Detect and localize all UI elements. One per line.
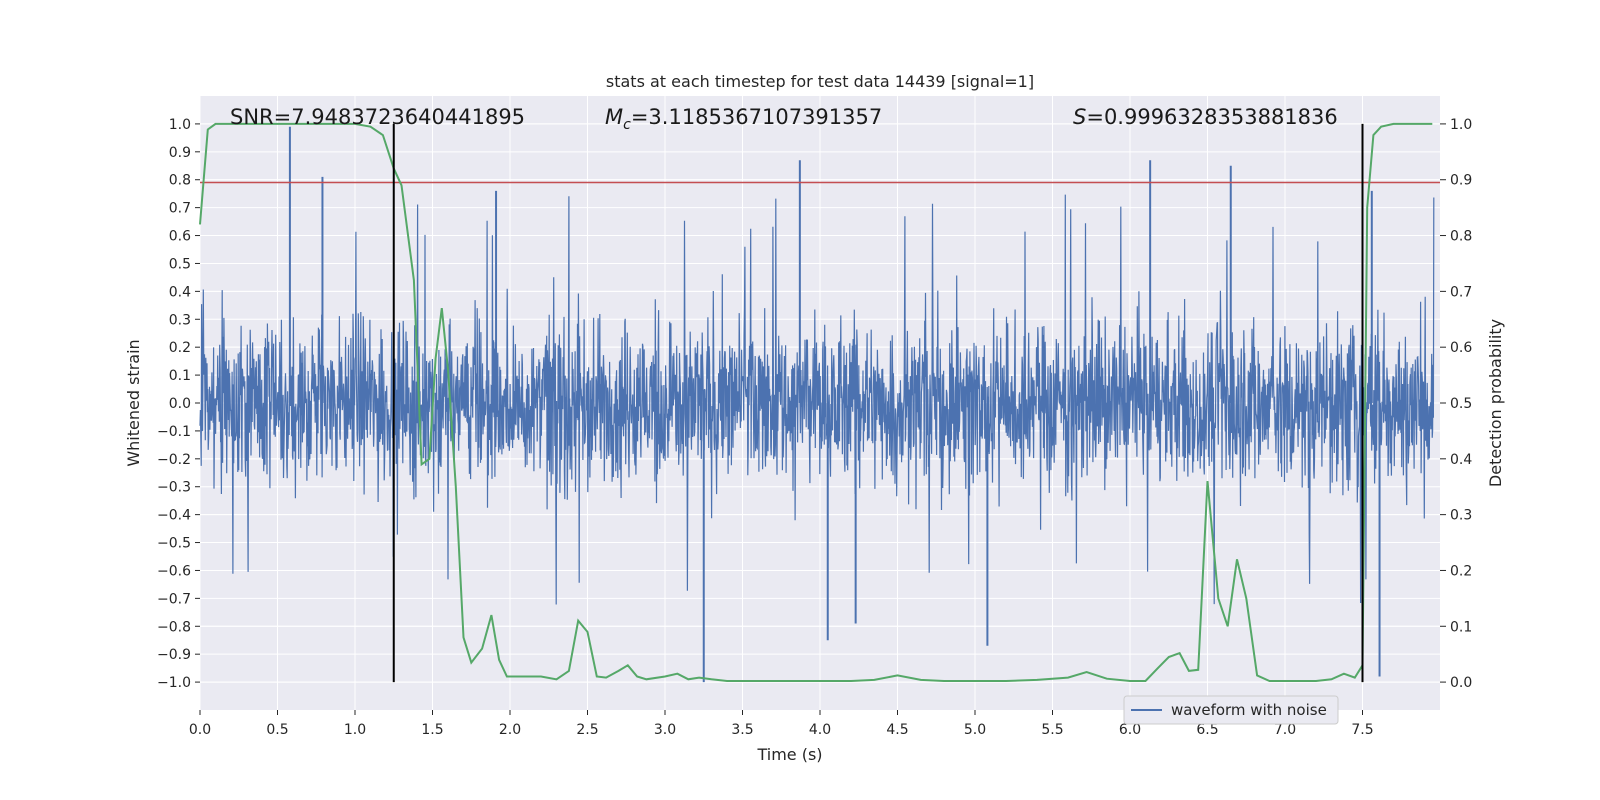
x-tick-label: 7.0 [1274,722,1296,738]
x-tick-label: 3.5 [731,722,753,738]
legend: waveform with noise [1123,695,1339,725]
y2-tick-label: 0.9 [1450,173,1472,189]
chirp-mass-annotation: Mc=3.1185367107391357 [605,105,882,133]
x-axis-ticks: 0.0 0.5 1.0 1.5 2.0 2.5 3.0 3.5 4.0 4.5 5.0 5.5 6.0 6… [189,710,1374,738]
legend-label: waveform with noise [1171,701,1327,719]
y-tick-label: 0.5 [169,256,191,272]
score-value: =0.9996328353881836 [1086,105,1337,129]
x-tick-label: 6.0 [1119,722,1141,738]
x-tick-label: 5.0 [964,722,986,738]
y-tick-label: −0.9 [157,647,191,663]
x-tick-label: 0.5 [266,722,288,738]
legend-box [1123,695,1339,725]
y-tick-label: 0.0 [169,396,191,412]
x-tick-label: 6.5 [1196,722,1218,738]
y2-tick-label: 1.0 [1450,117,1472,133]
y2-tick-label: 0.2 [1450,563,1472,579]
x-tick-label: 1.5 [421,722,443,738]
y2-tick-label: 0.8 [1450,229,1472,245]
y2-axis-label: Detection probability [1486,319,1505,487]
y-tick-label: −0.1 [157,424,191,440]
x-tick-label: 7.5 [1351,722,1373,738]
chirp-mass-subscript: c [623,117,631,133]
y2-tick-label: 0.4 [1450,452,1472,468]
waveform-series [199,126,1435,683]
x-tick-label: 1.0 [344,722,366,738]
x-tick-label: 2.0 [499,722,521,738]
x-tick-label: 5.5 [1041,722,1063,738]
y-tick-label: −0.8 [157,619,191,635]
y2-tick-label: 0.0 [1450,675,1472,691]
y-tick-label: 0.8 [169,173,191,189]
y-tick-label: 0.6 [169,229,191,245]
y2-tick-label: 0.3 [1450,508,1472,524]
score-symbol: S [1073,105,1086,129]
y-tick-label: 0.3 [169,312,191,328]
score-annotation: S=0.9996328353881836 [1073,105,1338,129]
x-tick-label: 0.0 [189,722,211,738]
x-tick-label: 4.0 [809,722,831,738]
waveform-line [199,194,1435,605]
y-tick-label: −0.5 [157,536,191,552]
y-tick-label: 1.0 [169,117,191,133]
x-tick-label: 3.0 [654,722,676,738]
y-tick-label: −0.4 [157,508,191,524]
chirp-mass-value: =3.1185367107391357 [631,105,882,129]
y-tick-label: 0.7 [169,201,191,217]
y-tick-label: 0.1 [169,368,191,384]
y-tick-label: −0.6 [157,563,191,579]
y-tick-label: −0.3 [157,480,191,496]
detection-probability-line [199,122,1433,682]
y-tick-label: −1.0 [157,675,191,691]
y2-tick-label: 0.7 [1450,284,1472,300]
y-tick-label: 0.9 [169,145,191,161]
y-axis-ticks: 1.0 0.9 0.8 0.7 0.6 0.5 0.4 0.3 0.2 0.1 0.0 −0.1 −0.… [157,117,200,691]
y2-tick-label: 0.1 [1450,619,1472,635]
y-tick-label: −0.7 [157,591,191,607]
y-axis-label: Whitened strain [124,339,143,466]
chirp-mass-symbol: M [605,105,623,129]
y-tick-label: 0.4 [169,284,191,300]
snr-annotation: SNR=7.9483723640441895 [230,105,525,129]
y-tick-label: −0.2 [157,452,191,468]
y2-tick-label: 0.5 [1450,396,1472,412]
signal-markers [392,123,1364,683]
x-tick-label: 2.5 [576,722,598,738]
y2-axis-ticks: 1.0 0.9 0.8 0.7 0.6 0.5 0.4 0.3 0.2 0.1 0.0 [1440,117,1472,691]
y2-tick-label: 0.6 [1450,340,1472,356]
chart-title: stats at each timestep for test data 144… [606,72,1034,91]
y-tick-label: 0.2 [169,340,191,356]
x-tick-label: 4.5 [886,722,908,738]
x-axis-label: Time (s) [756,745,822,764]
